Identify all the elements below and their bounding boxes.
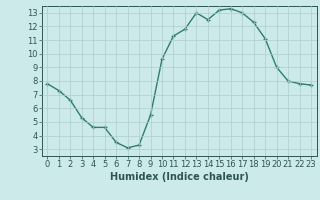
X-axis label: Humidex (Indice chaleur): Humidex (Indice chaleur) [110, 172, 249, 182]
